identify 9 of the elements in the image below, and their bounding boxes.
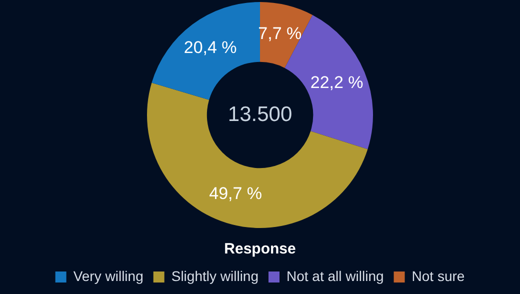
legend-label: Not at all willing — [286, 268, 384, 284]
text: 13.500 — [228, 102, 292, 126]
legend-label: Slightly willing — [171, 268, 259, 284]
data-label: 22,2 % — [310, 73, 364, 92]
legend-label: Not sure — [412, 268, 465, 284]
legend-label: Very willing — [73, 268, 144, 284]
legend-title: Response — [224, 240, 296, 258]
data-label: 20,4 % — [184, 38, 237, 58]
data-label: 49,7 % — [209, 184, 262, 204]
